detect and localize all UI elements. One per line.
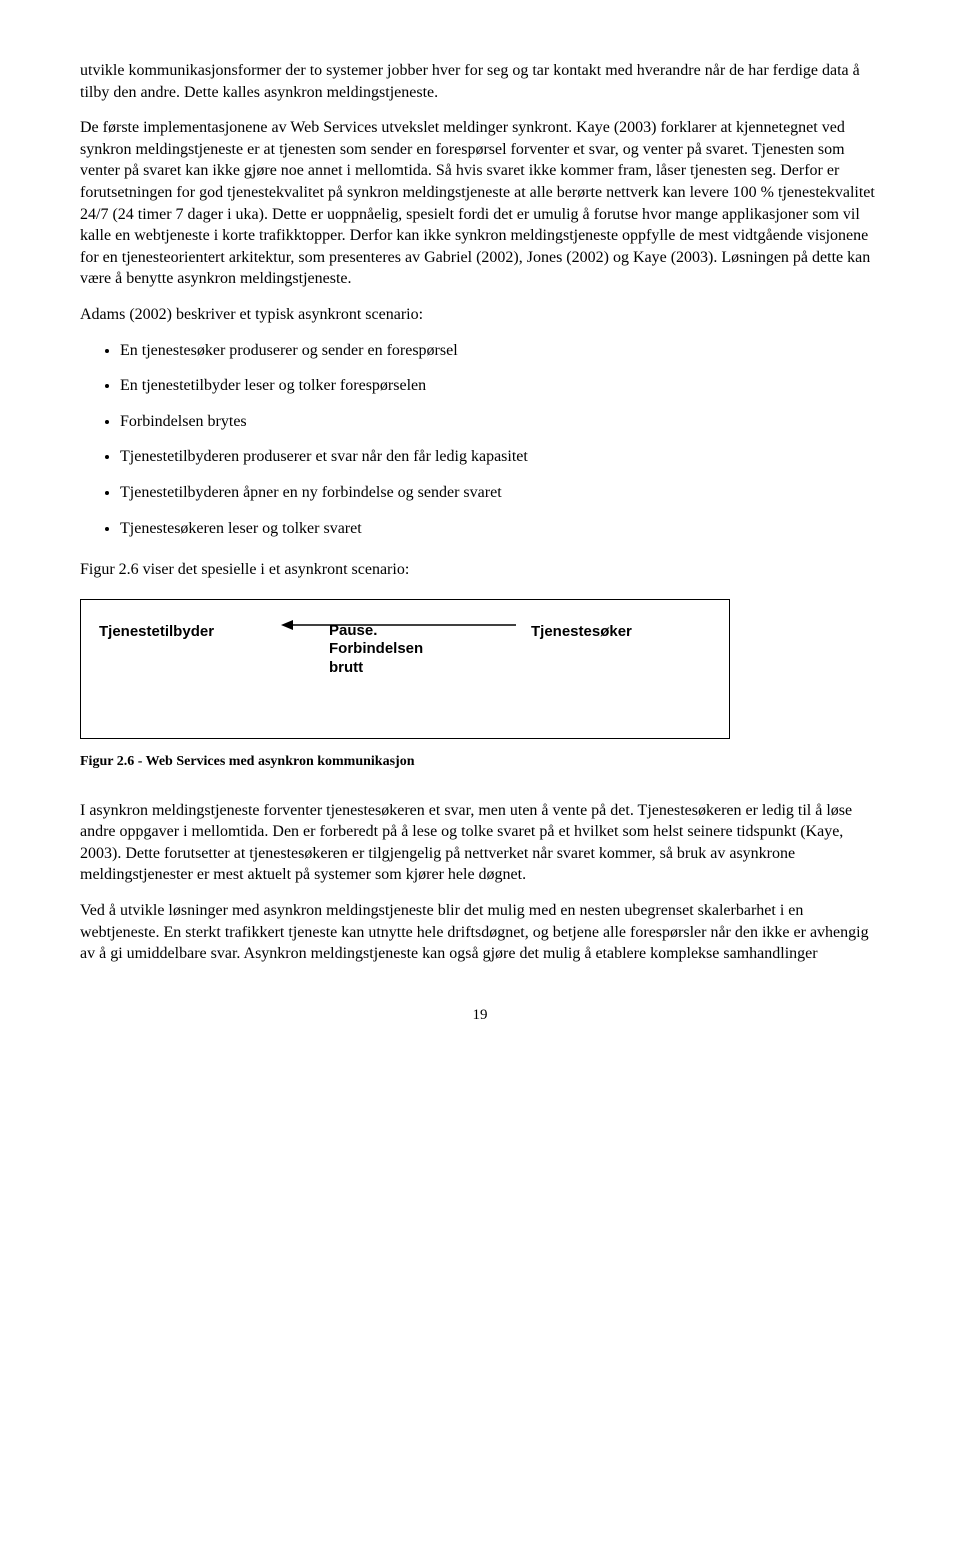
list-item: En tjenestetilbyder leser og tolker fore… (120, 375, 880, 397)
list-item: Tjenestetilbyderen produserer et svar nå… (120, 446, 880, 468)
paragraph-intro-1: utvikle kommunikasjonsformer der to syst… (80, 60, 880, 103)
figure-caption: Figur 2.6 - Web Services med asynkron ko… (80, 753, 880, 772)
list-item: En tjenestesøker produserer og sender en… (120, 340, 880, 362)
list-item: Tjenestesøkeren leser og tolker svaret (120, 518, 880, 540)
figure-diagram: Tjenestetilbyder Pause. Forbindelsen bru… (80, 599, 730, 739)
list-item: Tjenestetilbyderen åpner en ny forbindel… (120, 482, 880, 504)
paragraph-intro-2: De første implementasjonene av Web Servi… (80, 117, 880, 290)
diagram-label-seeker: Tjenestesøker (531, 622, 632, 642)
diagram-label-pause: Pause. Forbindelsen brutt (329, 622, 423, 678)
diagram-mid-line2: Forbindelsen (329, 640, 423, 659)
paragraph-after-1: I asynkron meldingstjeneste forventer tj… (80, 800, 880, 886)
diagram-mid-line1: Pause. (329, 622, 423, 641)
diagram-label-provider: Tjenestetilbyder (99, 622, 214, 642)
diagram-mid-line3: brutt (329, 659, 423, 678)
paragraph-after-2: Ved å utvikle løsninger med asynkron mel… (80, 900, 880, 965)
bullet-list: En tjenestesøker produserer og sender en… (80, 340, 880, 540)
list-item: Forbindelsen brytes (120, 411, 880, 433)
figure-intro-text: Figur 2.6 viser det spesielle i et asynk… (80, 559, 880, 581)
page-number: 19 (80, 1005, 880, 1025)
paragraph-scenario-intro: Adams (2002) beskriver et typisk asynkro… (80, 304, 880, 326)
